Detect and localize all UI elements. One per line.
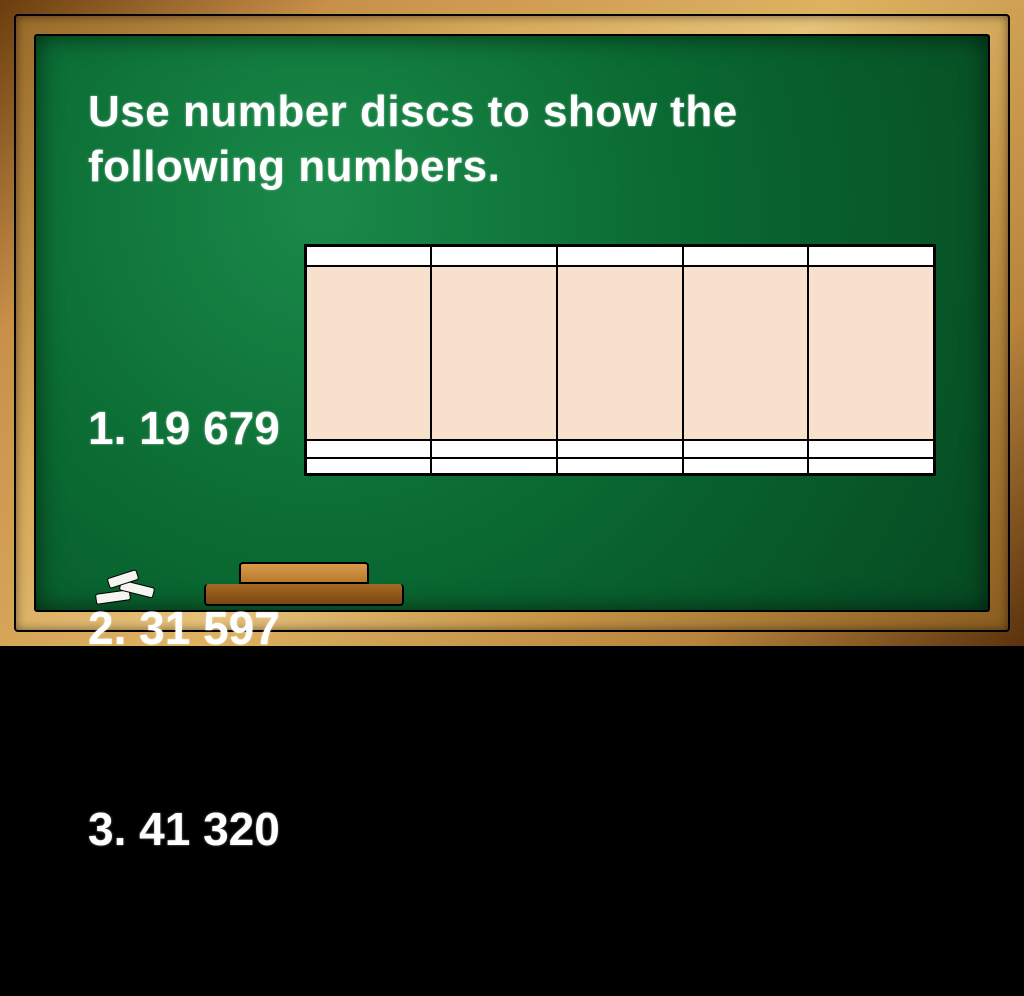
number-list: 1. 19 679 2. 31 597 3. 41 320 <box>88 254 280 996</box>
table-cell <box>432 267 558 439</box>
table-cell <box>684 267 810 439</box>
content-row: 1. 19 679 2. 31 597 3. 41 320 <box>88 254 936 996</box>
table-cell <box>307 267 433 439</box>
eraser-icon <box>204 562 404 610</box>
instruction-text: Use number discs to show the following n… <box>88 84 936 194</box>
table-footer-row-2 <box>307 459 933 473</box>
chalkboard: Use number discs to show the following n… <box>34 34 990 612</box>
table-cell <box>809 459 933 473</box>
table-cell <box>558 247 684 265</box>
table-cell <box>558 267 684 439</box>
chalkboard-frame-inner: Use number discs to show the following n… <box>14 14 1010 632</box>
table-cell <box>809 267 933 439</box>
table-cell <box>558 441 684 457</box>
table-cell <box>307 459 433 473</box>
table-cell <box>432 441 558 457</box>
table-footer-row-1 <box>307 441 933 459</box>
table-cell <box>809 441 933 457</box>
item-value: 31 597 <box>139 602 280 654</box>
table-cell <box>684 247 810 265</box>
item-value: 41 320 <box>139 803 280 855</box>
table-cell <box>432 459 558 473</box>
table-cell <box>809 247 933 265</box>
list-item: 1. 19 679 <box>88 395 280 462</box>
instruction-line-2: following numbers. <box>88 142 500 191</box>
table-header-row <box>307 247 933 267</box>
item-index: 2. <box>88 602 126 654</box>
place-value-table <box>304 244 936 476</box>
table-cell <box>684 459 810 473</box>
table-cell <box>558 459 684 473</box>
eraser-base <box>204 584 404 606</box>
table-cell <box>684 441 810 457</box>
instruction-line-1: Use number discs to show the <box>88 87 738 136</box>
chalkboard-frame-outer: Use number discs to show the following n… <box>0 0 1024 646</box>
item-index: 3. <box>88 803 126 855</box>
table-cell <box>307 441 433 457</box>
eraser-top <box>239 562 369 584</box>
list-item: 3. 41 320 <box>88 796 280 863</box>
item-value: 19 679 <box>139 402 280 454</box>
table-cell <box>432 247 558 265</box>
table-body-row <box>307 267 933 441</box>
table-cell <box>307 247 433 265</box>
item-index: 1. <box>88 402 126 454</box>
